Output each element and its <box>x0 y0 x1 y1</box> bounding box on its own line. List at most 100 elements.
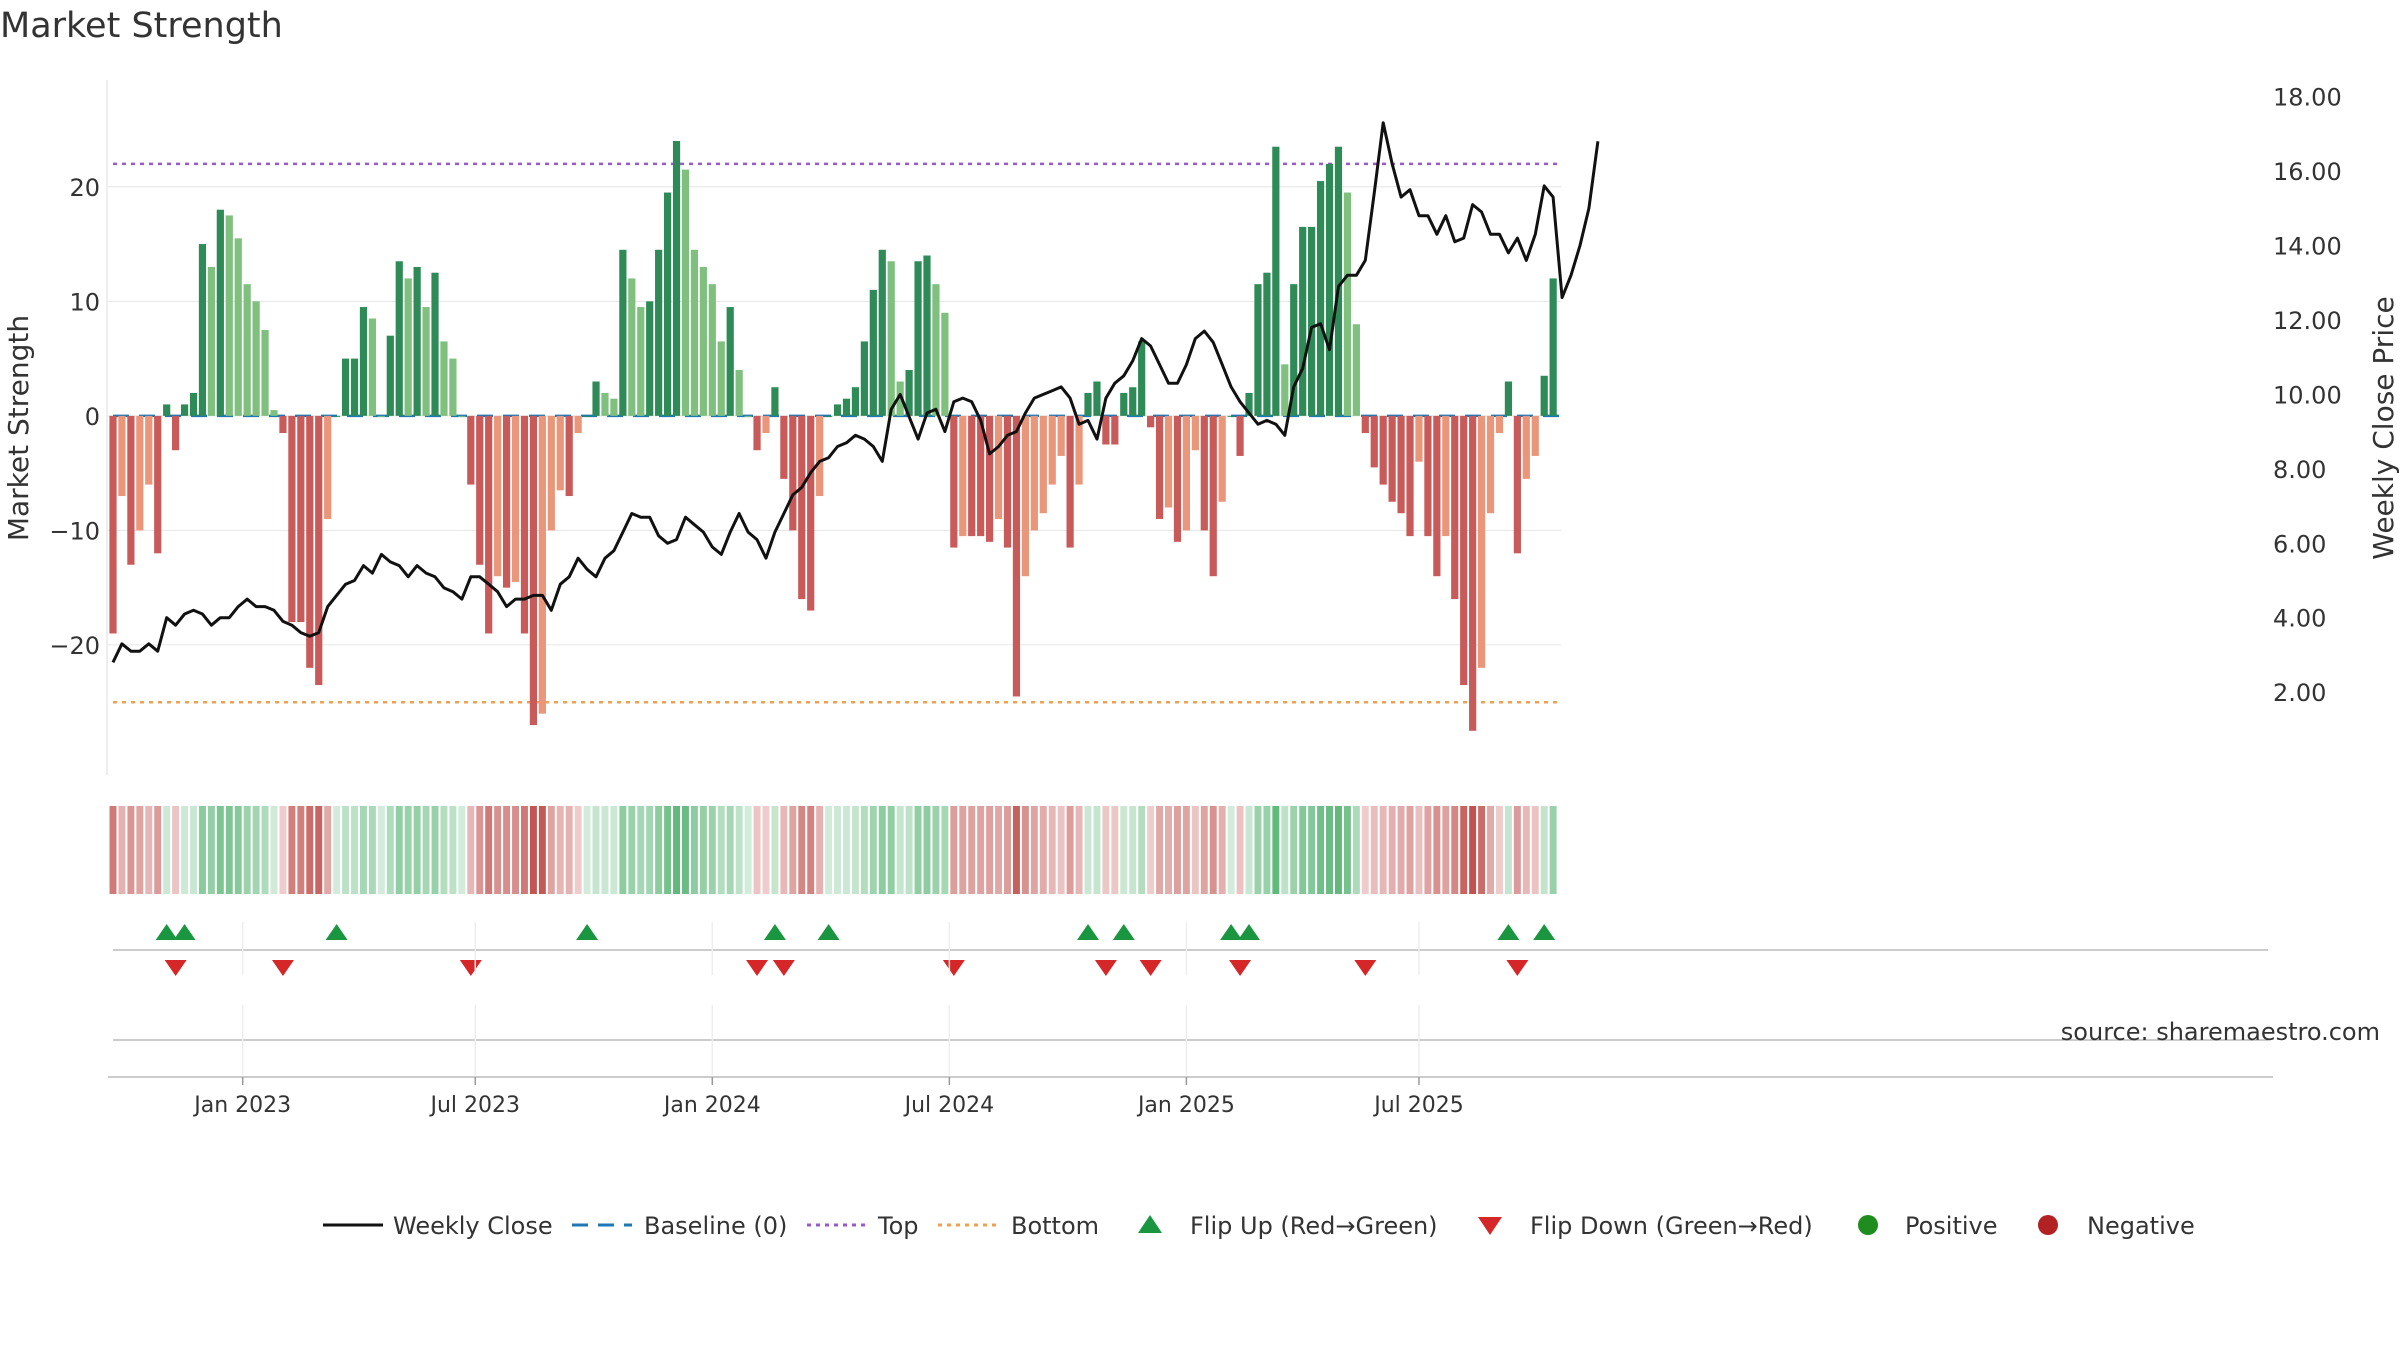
legend-label: Top <box>877 1212 919 1240</box>
heat-cell <box>1496 806 1503 894</box>
strength-bar <box>1138 341 1146 416</box>
strength-bar <box>118 415 126 497</box>
heat-cell <box>1254 806 1262 894</box>
left-axis-title: Market Strength <box>2 315 35 541</box>
strength-bar <box>386 335 394 416</box>
strength-bar <box>807 415 815 611</box>
legend-swatch <box>1858 1215 1878 1235</box>
flip-up-marker <box>325 924 348 940</box>
strength-bar <box>1245 392 1253 416</box>
strength-bar <box>494 415 502 577</box>
flip-down-marker <box>1139 960 1162 976</box>
x-tick-label: Jan 2024 <box>662 1093 761 1118</box>
strength-bar <box>1290 284 1298 416</box>
strength-bar <box>977 415 985 537</box>
heat-cell <box>1021 806 1029 894</box>
heat-cell <box>395 806 403 894</box>
strength-bar <box>1030 415 1038 531</box>
strength-bar <box>655 249 663 416</box>
strength-bar <box>1477 415 1486 668</box>
heat-cell <box>1066 806 1074 894</box>
strength-bar <box>1495 415 1504 434</box>
flip-down-marker <box>1354 960 1377 976</box>
right-tick-label: 18.00 <box>2273 84 2342 112</box>
strength-bar <box>1021 415 1029 577</box>
strength-bar <box>252 301 260 416</box>
left-tick-label: 0 <box>85 403 100 431</box>
strength-bar <box>1084 392 1092 416</box>
heat-cell <box>896 806 904 894</box>
heat-cell <box>825 806 833 894</box>
heat-cell <box>771 806 779 894</box>
flip-down-marker <box>942 960 965 976</box>
weekly-close-path <box>111 121 1600 664</box>
strength-bar <box>869 289 877 416</box>
heat-cell <box>109 806 117 894</box>
strength-bar <box>180 404 189 416</box>
heat-cell <box>154 806 162 894</box>
heat-cell <box>932 806 940 894</box>
strength-bar <box>306 415 314 668</box>
heat-cell <box>163 806 171 894</box>
strength-bar <box>279 415 287 434</box>
strength-bar <box>136 415 144 531</box>
heat-cell <box>565 806 573 894</box>
left-tick-label: −20 <box>49 632 100 660</box>
strength-bar <box>1272 146 1280 416</box>
strength-bar <box>860 341 868 416</box>
strength-bar <box>216 209 224 416</box>
strength-bar <box>932 284 940 416</box>
strength-bar <box>842 398 851 416</box>
strength-bar <box>189 392 198 416</box>
heat-cell <box>869 806 877 894</box>
heat-cell <box>762 806 770 894</box>
x-tick-label: Jul 2023 <box>429 1093 521 1118</box>
heat-cell <box>735 806 743 894</box>
heat-cell <box>744 806 752 894</box>
flip-down-marker <box>1229 960 1252 976</box>
heat-cell <box>583 806 591 894</box>
heat-cell <box>1406 806 1414 894</box>
heat-cell <box>1030 806 1038 894</box>
heat-cell <box>1343 806 1351 894</box>
strength-bar <box>646 301 654 416</box>
heat-cell <box>878 806 886 894</box>
heat-cell <box>252 806 260 894</box>
heat-cell <box>1048 806 1056 894</box>
heat-cell <box>1120 806 1128 894</box>
right-tick-label: 12.00 <box>2273 307 2342 335</box>
strength-bar <box>1424 415 1432 537</box>
strength-bar <box>681 169 690 416</box>
strength-bar <box>1102 415 1110 445</box>
strength-bar <box>1415 415 1423 462</box>
strength-bar <box>1406 415 1414 537</box>
strength-bar <box>538 415 546 714</box>
strength-bar <box>583 415 591 417</box>
strength-bar <box>851 387 860 416</box>
strength-bar <box>395 261 403 416</box>
strength-bar <box>1379 415 1387 485</box>
flip-up-marker <box>173 924 196 940</box>
strength-bar <box>690 249 699 416</box>
heat-cell <box>941 806 949 894</box>
strength-bar <box>440 341 448 416</box>
heat-cell <box>807 806 815 894</box>
flip-down-marker <box>746 960 769 976</box>
strength-bar <box>726 307 734 416</box>
strength-bar <box>833 404 842 416</box>
strength-bar <box>663 192 672 416</box>
strength-bar <box>1451 415 1459 600</box>
flip-down-marker <box>1506 960 1529 976</box>
heat-cell <box>914 806 922 894</box>
strength-bar <box>547 415 555 531</box>
heat-cell <box>368 806 376 894</box>
heat-cell <box>574 806 582 894</box>
heat-cell <box>342 806 350 894</box>
heat-cell <box>601 806 609 894</box>
strength-bar <box>243 284 251 416</box>
heat-cell <box>664 806 672 894</box>
heat-cell <box>422 806 430 894</box>
heat-cell <box>1308 806 1316 894</box>
strength-bar <box>1316 181 1325 416</box>
